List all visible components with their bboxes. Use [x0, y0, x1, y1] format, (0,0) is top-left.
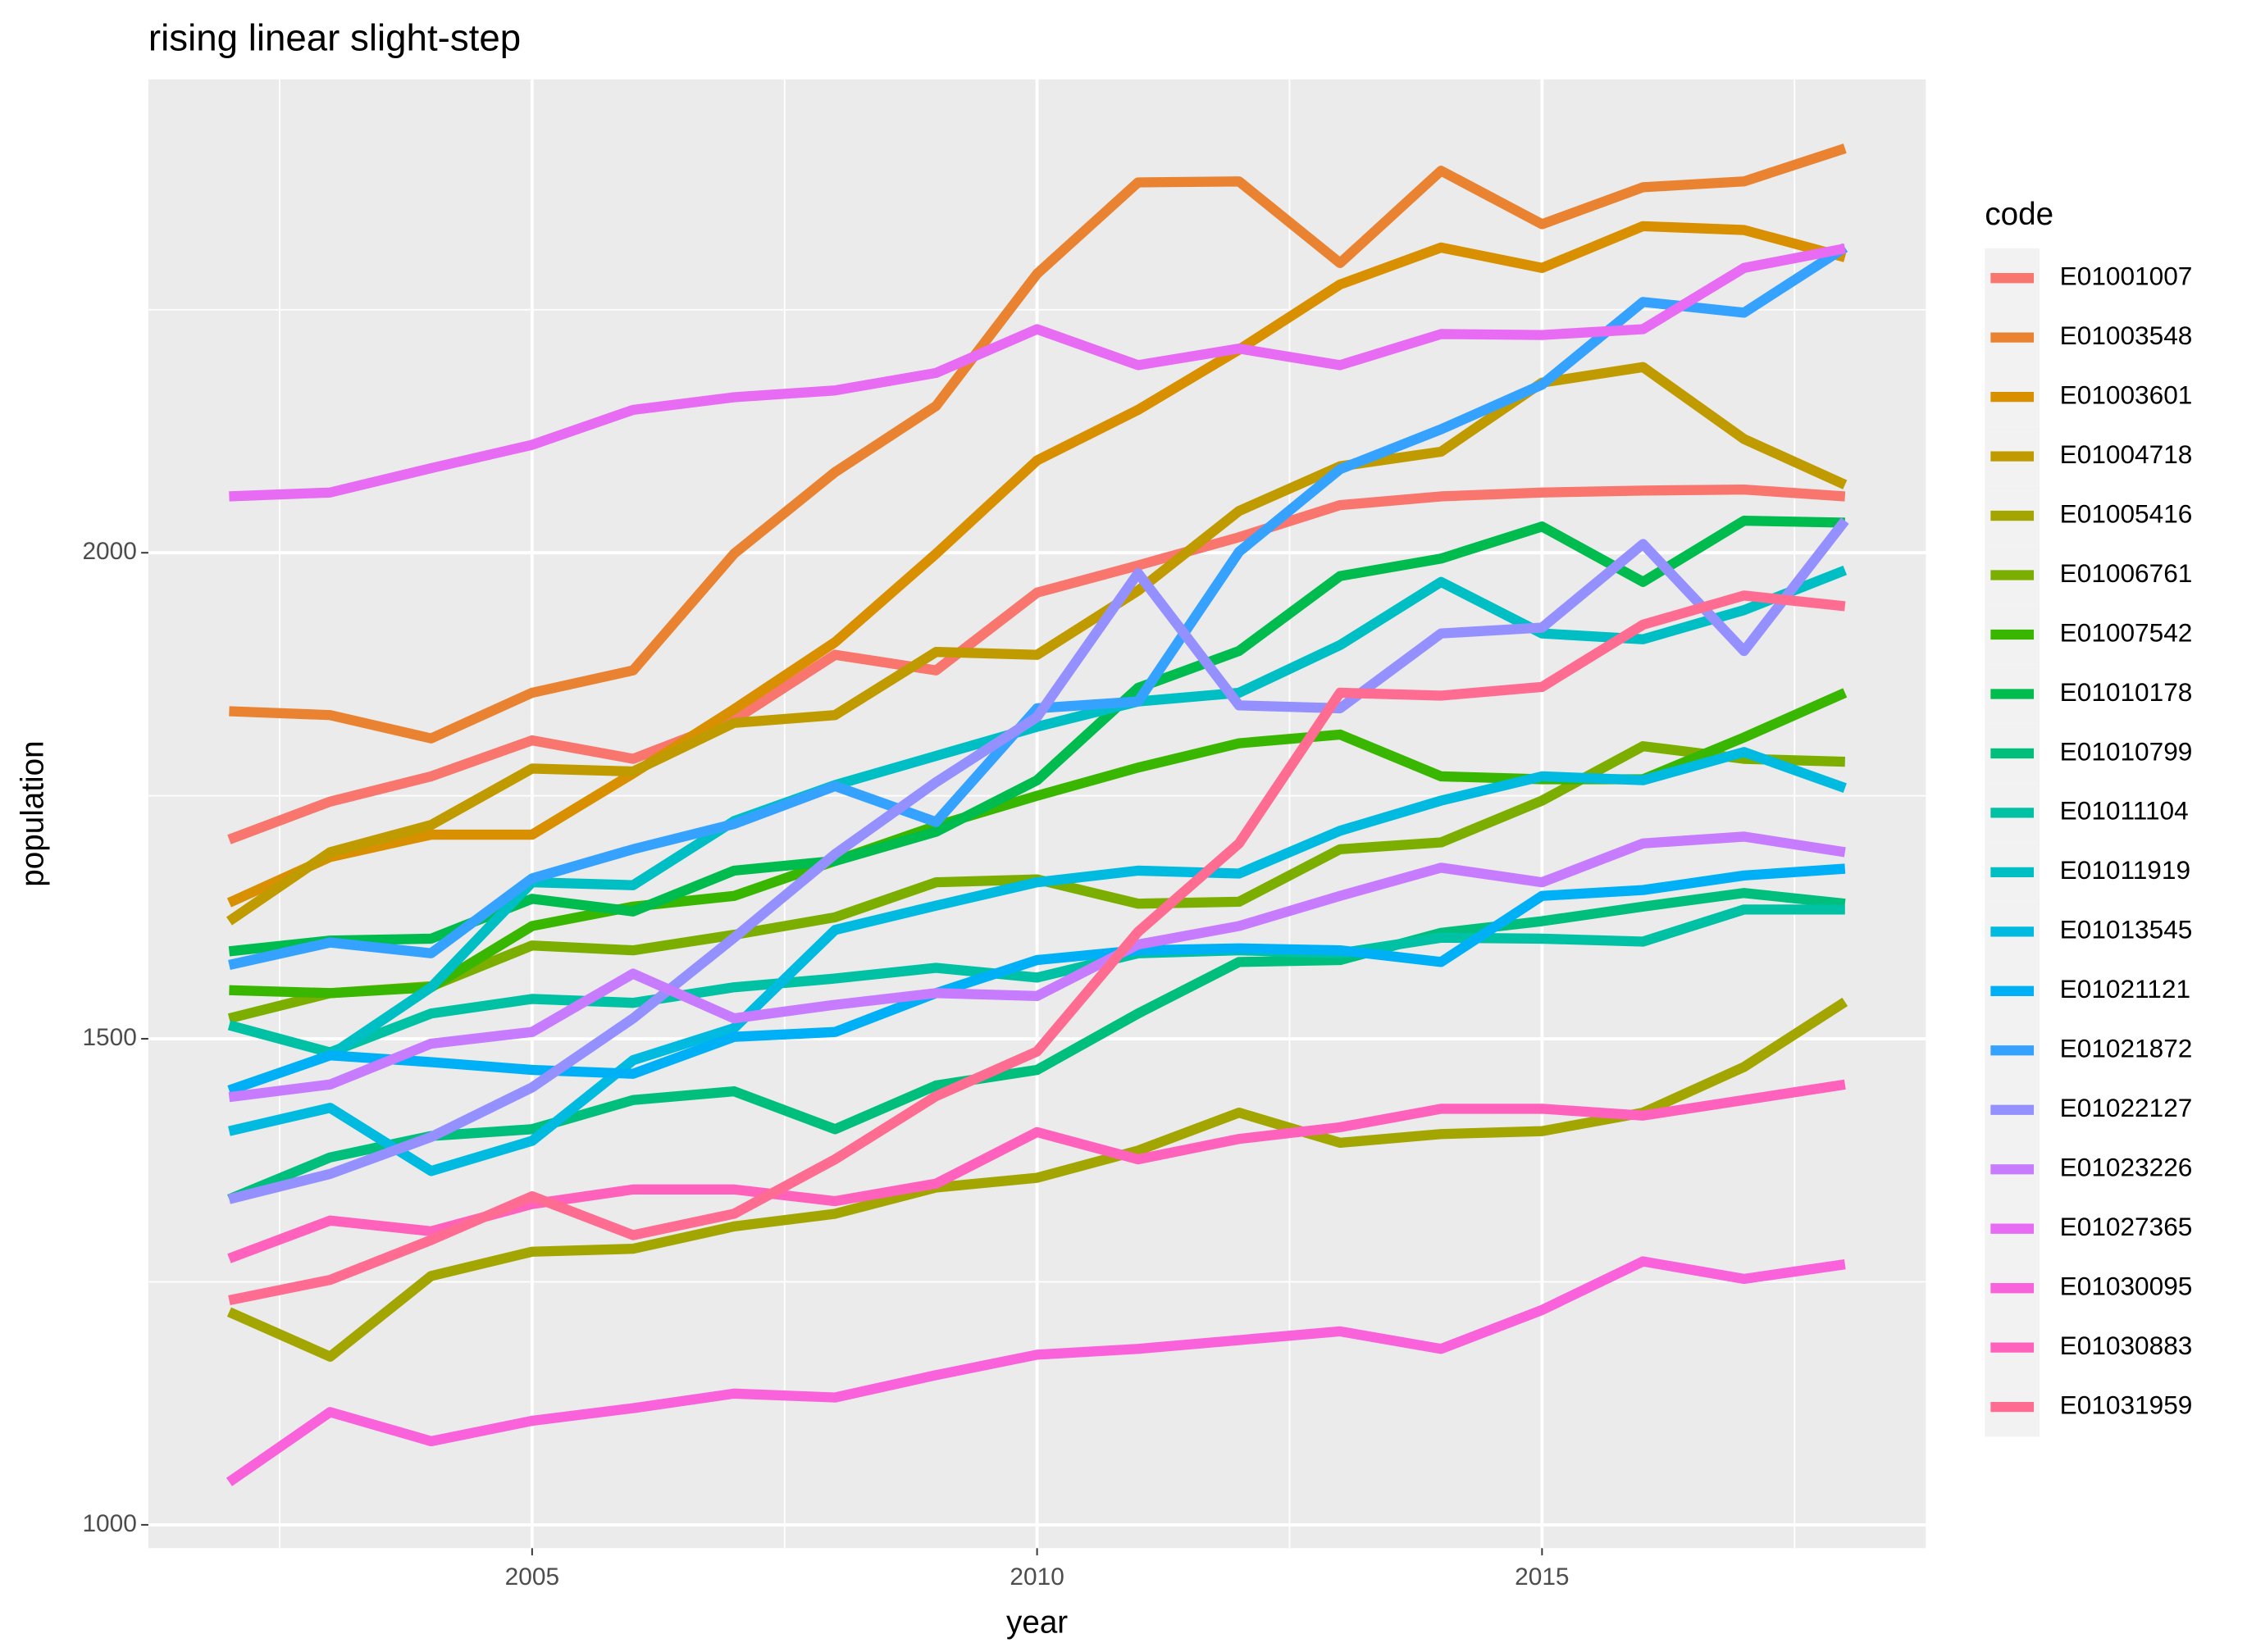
- legend-label: E01007542: [2060, 617, 2193, 647]
- legend-label: E01001007: [2060, 262, 2193, 291]
- line-series: [226, 221, 1847, 908]
- legend-label: E01031959: [2060, 1390, 2193, 1419]
- legend-label: E01023226: [2060, 1153, 2193, 1182]
- line-series: [226, 1256, 1846, 1486]
- line-series: [228, 831, 1846, 1103]
- y-tick-label: 1500: [82, 1024, 136, 1051]
- line-series: [228, 747, 1847, 1176]
- chart-title: rising linear slight-step: [148, 16, 521, 58]
- line-series: [227, 517, 1849, 1204]
- x-axis-label: year: [1006, 1605, 1068, 1641]
- legend-label: E01021872: [2060, 1034, 2193, 1063]
- y-tick-label: 1000: [82, 1510, 136, 1537]
- legend-label: E01004718: [2060, 439, 2193, 469]
- legend-label: E01021121: [2060, 974, 2190, 1003]
- legend-label: E01006761: [2060, 558, 2193, 588]
- y-tick-label: 2000: [82, 538, 136, 565]
- x-tick-label: 2015: [1515, 1563, 1569, 1591]
- legend-label: E01011919: [2060, 855, 2190, 885]
- legend-label: E01010178: [2060, 677, 2193, 707]
- legend-label: E01003548: [2060, 321, 2193, 350]
- legend-label: E01005416: [2060, 498, 2193, 528]
- x-tick-label: 2005: [505, 1563, 559, 1591]
- line-series: [228, 590, 1846, 1306]
- line-series: [226, 997, 1848, 1362]
- legend-label: E01030883: [2060, 1331, 2193, 1360]
- x-tick-label: 2010: [1010, 1563, 1064, 1591]
- legend-label: E01011104: [2060, 796, 2189, 826]
- legend-label: E01013545: [2060, 915, 2193, 944]
- legend-label: E01003601: [2060, 380, 2193, 409]
- line-series: [227, 888, 1846, 1204]
- line-series: [229, 243, 1846, 502]
- line-series: [227, 863, 1846, 1095]
- y-axis-label: population: [15, 740, 50, 886]
- line-series: [226, 362, 1848, 926]
- legend-label: E01022127: [2060, 1093, 2193, 1122]
- line-series: [227, 904, 1845, 1058]
- legend-label: E01030095: [2060, 1272, 2193, 1301]
- line-series: [229, 143, 1847, 744]
- legend-label: E01010799: [2060, 736, 2193, 766]
- legend-title: code: [1985, 197, 2053, 232]
- line-series: [227, 485, 1846, 844]
- legend-label: E01027365: [2060, 1212, 2193, 1241]
- line-series: [227, 565, 1848, 1095]
